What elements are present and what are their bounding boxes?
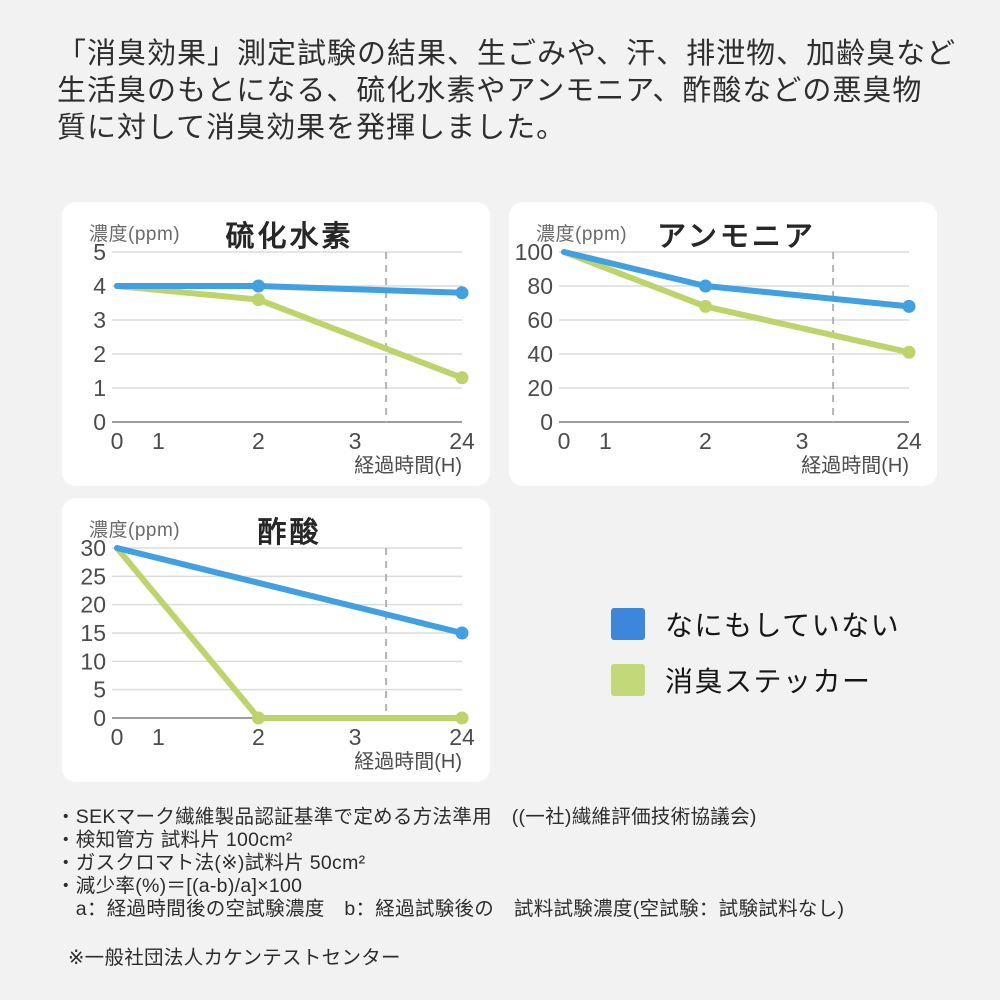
svg-text:3: 3	[349, 428, 362, 454]
test-method-notes: ・SEKマーク繊維製品認証基準で定める方法準用 ((一社)繊維評価技術協議会) …	[56, 806, 845, 920]
x-axis-title: 経過時間(H)	[354, 751, 462, 773]
y-axis-title: 濃度(ppm)	[536, 224, 628, 245]
svg-text:3: 3	[796, 428, 809, 454]
svg-text:3: 3	[93, 307, 106, 333]
blue-swatch-icon	[611, 608, 645, 640]
legend-item-untreated: なにもしていない	[611, 604, 900, 644]
svg-text:24: 24	[896, 428, 922, 454]
svg-text:0: 0	[558, 428, 571, 454]
svg-text:5: 5	[93, 677, 106, 703]
y-axis-title: 濃度(ppm)	[89, 520, 181, 541]
y-axis-title: 濃度(ppm)	[89, 224, 181, 245]
svg-text:2: 2	[252, 428, 265, 454]
svg-text:20: 20	[527, 375, 553, 401]
svg-text:4: 4	[93, 273, 106, 299]
svg-text:2: 2	[699, 428, 712, 454]
svg-text:1: 1	[152, 428, 165, 454]
hydrogen-sulfide-line-chart: 5 4 3 2 1 00 1 2 3 24	[93, 239, 475, 454]
intro-text: 「消臭効果」測定試験の結果、生ごみや、汗、排泄物、加齢臭など 生活臭のもとになる…	[57, 38, 957, 144]
legend-item-deodorant-sticker: 消臭ステッカー	[611, 660, 900, 700]
svg-text:3: 3	[349, 724, 362, 750]
svg-text:2: 2	[93, 341, 106, 367]
svg-text:100: 100	[515, 239, 553, 265]
x-axis-title: 経過時間(H)	[801, 455, 909, 477]
svg-text:24: 24	[449, 724, 475, 750]
chart-title: 硫化水素	[225, 221, 354, 253]
chart-card-ammonia: 100 80 60 40 20 0 0 1 2 3 24 濃度(ppm) アンモニア 経過時間(H)	[509, 202, 937, 486]
svg-text:24: 24	[449, 428, 475, 454]
svg-text:1: 1	[152, 724, 165, 750]
svg-text:60: 60	[527, 307, 553, 333]
svg-text:1: 1	[599, 428, 612, 454]
chart-card-hydrogen-sulfide: 5 4 3 2 1 0 0 1 2 3 24 濃度(ppm) 硫化水素 経過時間(H)	[62, 202, 490, 486]
svg-text:0: 0	[111, 428, 124, 454]
svg-text:5: 5	[93, 239, 106, 265]
svg-text:0: 0	[540, 409, 553, 435]
svg-text:0: 0	[93, 409, 106, 435]
svg-text:20: 20	[80, 592, 106, 618]
svg-text:40: 40	[527, 341, 553, 367]
legend-label: なにもしていない	[665, 610, 901, 641]
testing-agency-note: ※一般社団法人カケンテストセンター	[68, 947, 401, 969]
x-axis-title: 経過時間(H)	[354, 455, 462, 477]
svg-text:1: 1	[93, 375, 106, 401]
legend-label: 消臭ステッカー	[665, 666, 872, 697]
svg-text:15: 15	[80, 620, 106, 646]
svg-text:0: 0	[111, 724, 124, 750]
svg-text:25: 25	[80, 563, 106, 589]
ammonia-line-chart: 100 80 60 40 20 00 1 2 3 24	[515, 239, 922, 454]
svg-text:2: 2	[252, 724, 265, 750]
svg-text:30: 30	[80, 535, 106, 561]
svg-text:0: 0	[93, 705, 106, 731]
svg-text:80: 80	[527, 273, 553, 299]
chart-title: 酢酸	[257, 517, 322, 549]
chart-card-acetic-acid: 30 25 20 15 10 5 0 0 1 2 3 24 濃度(ppm) 酢酸 経過時間(H)	[62, 498, 490, 782]
green-swatch-icon	[611, 664, 645, 696]
chart-legend: なにもしていない 消臭ステッカー	[611, 604, 900, 716]
chart-title: アンモニア	[657, 221, 816, 253]
svg-text:10: 10	[80, 648, 106, 674]
